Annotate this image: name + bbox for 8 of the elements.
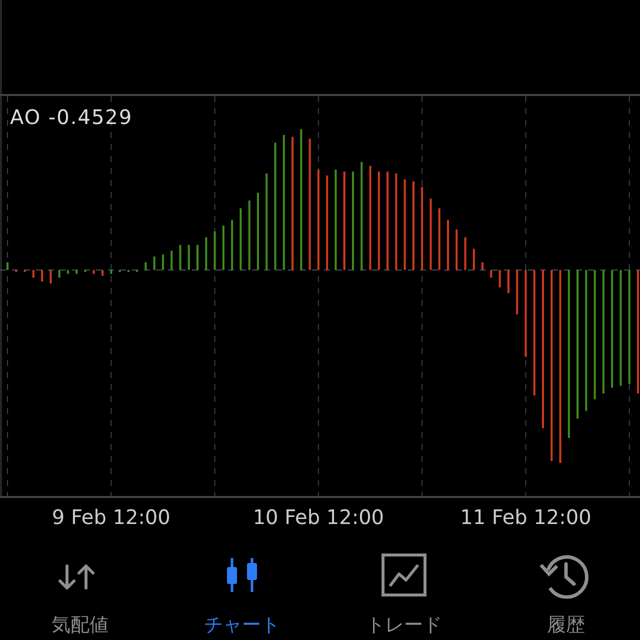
x-tick-label: 10 Feb 12:00 xyxy=(252,505,384,529)
x-tick-label: 9 Feb 12:00 xyxy=(52,505,170,529)
text: 履歴 xyxy=(547,614,585,636)
chart-title: AO -0.4529 xyxy=(10,105,133,129)
x-tick-label: 11 Feb 12:00 xyxy=(460,505,592,529)
text: チャート xyxy=(204,614,280,636)
text: 気配値 xyxy=(52,614,108,636)
text: トレード xyxy=(366,614,442,636)
